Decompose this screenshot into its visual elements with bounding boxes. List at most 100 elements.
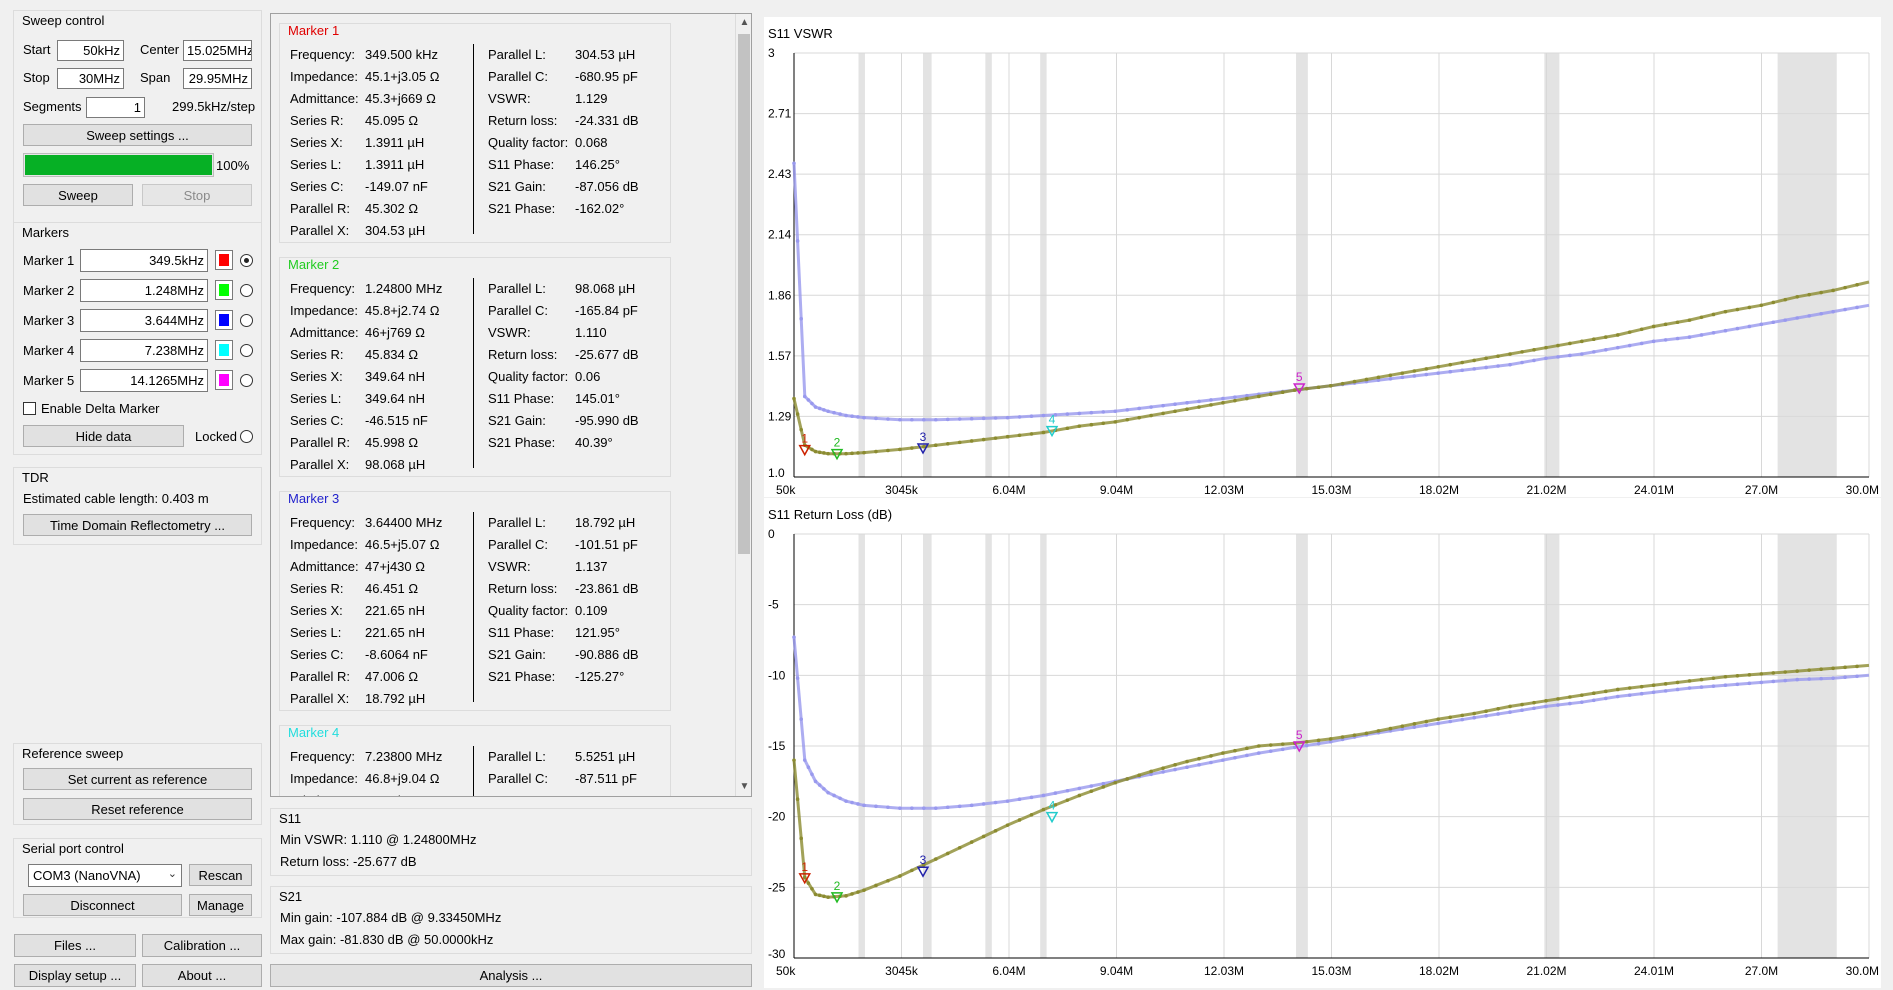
- marker-2-color-button[interactable]: [215, 280, 233, 300]
- marker-triangle[interactable]: [1045, 811, 1059, 824]
- marker-triangle[interactable]: [916, 443, 930, 455]
- series-point: [838, 796, 842, 801]
- marker-triangle[interactable]: [1045, 425, 1059, 438]
- series-point: [822, 408, 826, 412]
- marker-1-radio[interactable]: [240, 254, 253, 267]
- rescan-button[interactable]: Rescan: [189, 864, 252, 886]
- reset-reference-button[interactable]: Reset reference: [23, 798, 252, 820]
- delta-marker-checkbox[interactable]: [23, 402, 36, 415]
- series-point: [1328, 384, 1333, 388]
- marker-1-frequency-input[interactable]: 349.5kHz: [80, 249, 208, 272]
- marker-5-radio[interactable]: [240, 374, 253, 387]
- marker-1-left-key: Impedance:: [290, 69, 358, 84]
- marker-3-right-value: 121.95°: [575, 625, 620, 640]
- marker-2-radio[interactable]: [240, 284, 253, 297]
- port-select[interactable]: COM3 (NanoVNA) ⌄: [28, 864, 182, 887]
- tdr-button[interactable]: Time Domain Reflectometry ...: [23, 514, 252, 536]
- marker-4-frequency-input[interactable]: 7.238MHz: [80, 339, 208, 362]
- segments-input[interactable]: 1: [86, 97, 145, 118]
- marker-4-color-button[interactable]: [215, 340, 233, 360]
- scroll-thumb[interactable]: [738, 34, 750, 554]
- manage-button[interactable]: Manage: [189, 894, 252, 916]
- marker-3-left-value: 18.792 µH: [365, 691, 426, 706]
- marker-triangle[interactable]: [830, 448, 844, 461]
- series-point: [910, 806, 914, 810]
- series-point: [1603, 689, 1608, 694]
- series-point: [1077, 424, 1082, 428]
- hide-data-button[interactable]: Hide data: [23, 425, 184, 447]
- series-point: [1532, 348, 1536, 352]
- marker-triangle[interactable]: [798, 873, 812, 885]
- marker-1-left-key: Parallel X:: [290, 223, 350, 238]
- y-tick-label: -30: [768, 947, 786, 961]
- analysis-button[interactable]: Analysis ...: [270, 964, 752, 987]
- marker-3-left-key: Parallel X:: [290, 691, 350, 706]
- series-point: [1520, 360, 1524, 365]
- sweep-settings-button[interactable]: Sweep settings ...: [23, 124, 252, 146]
- disconnect-button[interactable]: Disconnect: [23, 894, 182, 916]
- marker-1-data-divider: [473, 44, 474, 234]
- locked-radio[interactable]: [240, 430, 253, 443]
- series-point: [945, 417, 950, 422]
- series-point: [1556, 343, 1560, 348]
- files-button[interactable]: Files ...: [14, 934, 136, 957]
- stop-input[interactable]: 30MHz: [57, 68, 124, 89]
- marker-5-frequency-input[interactable]: 14.1265MHz: [80, 369, 208, 392]
- about-button[interactable]: About ...: [142, 964, 262, 987]
- stop-button[interactable]: Stop: [142, 184, 252, 206]
- marker-3-radio[interactable]: [240, 314, 253, 327]
- sweep-button[interactable]: Sweep: [23, 184, 133, 206]
- display-setup-button[interactable]: Display setup ...: [14, 964, 136, 987]
- marker-2-right-value: -165.84 pF: [575, 303, 638, 318]
- series-point: [1723, 328, 1728, 333]
- span-input[interactable]: 29.95MHz: [183, 68, 252, 89]
- marker-5-color-button[interactable]: [215, 370, 233, 390]
- series-point: [1484, 714, 1488, 718]
- vswr-chart[interactable]: S11 VSWR 3 2.71 2.43 2.14 1.86 1.57 1.29 1.0 50k 3…: [764, 17, 1881, 497]
- x-tick-label: 50k: [776, 483, 796, 497]
- marker-triangle[interactable]: [830, 892, 844, 904]
- scroll-down-icon[interactable]: ▼: [739, 781, 750, 792]
- series-point: [806, 765, 811, 769]
- port-select-value: COM3 (NanoVNA): [33, 868, 141, 883]
- series-point: [1077, 411, 1082, 416]
- marker-triangle[interactable]: [916, 866, 930, 878]
- series-point: [810, 447, 814, 452]
- series-point: [1448, 719, 1453, 724]
- series-point: [1675, 687, 1680, 692]
- marker-4-color-swatch: [219, 344, 229, 356]
- marker-4-data-box: Marker 4 Frequency: 7.23800 MHz Impedance: 4…: [279, 725, 671, 796]
- set-reference-button[interactable]: Set current as reference: [23, 768, 252, 790]
- series-point: [1233, 395, 1237, 399]
- marker-2-frequency-input[interactable]: 1.248MHz: [80, 279, 208, 302]
- center-input[interactable]: 15.025MHz: [183, 40, 252, 61]
- series-point: [1041, 413, 1046, 418]
- marker-3-left-value: -8.6064 nF: [365, 647, 428, 662]
- marker-4-radio[interactable]: [240, 344, 253, 357]
- series-point: [1771, 300, 1776, 305]
- scroll-up-icon[interactable]: ▲: [739, 17, 750, 28]
- marker-triangle[interactable]: [1292, 741, 1306, 753]
- calibration-button[interactable]: Calibration ...: [142, 934, 262, 957]
- marker-3-left-value: 46.451 Ω: [365, 581, 419, 596]
- series-point: [898, 417, 902, 422]
- marker-1-left-value: 1.3911 µH: [365, 157, 425, 172]
- series-point: [993, 829, 998, 833]
- marker-3-right-key: Parallel C:: [488, 537, 548, 552]
- series-point: [1077, 786, 1082, 791]
- marker-1-left-value: -149.07 nF: [365, 179, 428, 194]
- marker-2-right-value: 40.39°: [575, 435, 613, 450]
- marker-3-color-button[interactable]: [215, 310, 233, 330]
- start-input[interactable]: 50kHz: [57, 40, 124, 61]
- marker-data-panel[interactable]: Marker 1 Frequency: 349.500 kHz Impedance: 4…: [270, 13, 752, 797]
- marker-triangle[interactable]: [1292, 383, 1306, 395]
- marker-triangle[interactable]: [798, 444, 812, 457]
- series-point: [1639, 327, 1644, 332]
- marker-data-scrollbar[interactable]: ▲ ▼: [735, 14, 751, 796]
- x-tick-label: 3045k: [885, 483, 919, 497]
- marker-3-frequency-input[interactable]: 3.644MHz: [80, 309, 208, 332]
- marker-1-color-button[interactable]: [215, 250, 233, 270]
- return-loss-chart[interactable]: S11 Return Loss (dB) 0 -5 -10 -15 -20 -25 -30 50…: [764, 498, 1881, 988]
- series-point: [1843, 285, 1847, 290]
- series-point: [1448, 369, 1453, 374]
